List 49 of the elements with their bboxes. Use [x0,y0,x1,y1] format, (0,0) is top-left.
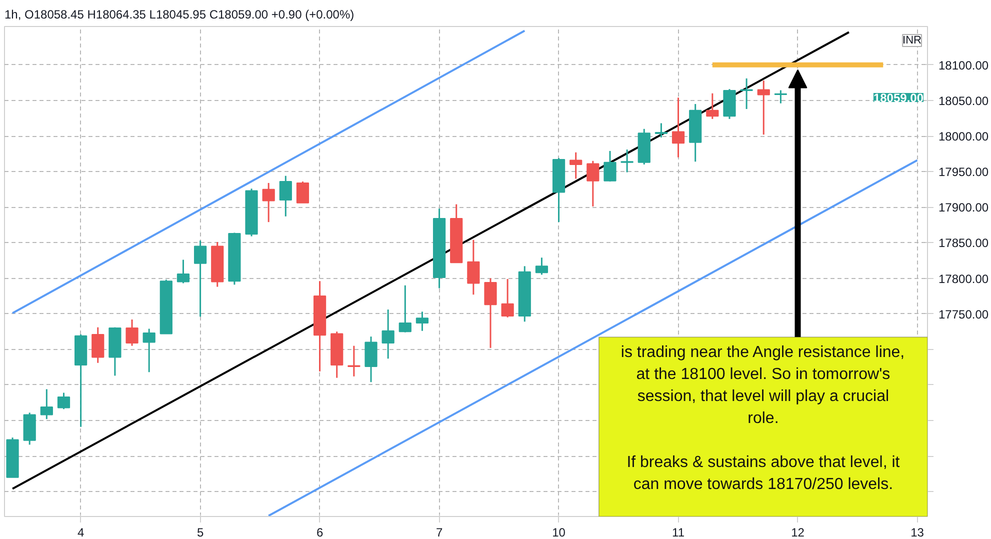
x-tick-label: 5 [196,526,204,539]
y-tick-label: 17950.00 [938,165,989,180]
y-tick-label: 18100.00 [938,58,989,72]
candlestick [570,152,582,180]
candlestick [620,148,634,174]
candlestick [416,310,429,332]
candlestick [757,80,770,136]
x-tick-label: 11 [672,526,685,539]
candlestick [535,256,548,276]
y-tick-label: 17800.00 [938,272,989,286]
y-tick-label: 18000.00 [938,130,989,144]
candlestick [348,345,360,378]
annotation: 18059.00 [873,91,924,106]
candlestick [654,122,668,138]
candlestick [57,392,70,410]
annotation: is trading near the Angle resistance line, at the 18100 level. So in tomorrow's session, that level will play a crucial role. [620,344,905,428]
candlestick [92,326,104,364]
candlestick [501,278,514,318]
candlestick [40,388,53,420]
x-tick-label: 13 [910,526,924,539]
candlestick [484,278,497,349]
candlestick [398,284,412,334]
y-tick-label: 17850.00 [938,236,989,250]
candlestick [604,150,616,182]
candlestick [142,328,156,373]
candlestick [279,175,292,218]
candlestick [296,180,310,204]
x-tick-label: 7 [436,526,443,539]
candlestick [126,318,138,347]
candlestick [740,78,753,110]
chart-title: 1h, O18058.45 H18064.35 L18045.95 C18059.00 +0.90 (+0.00%) [4,8,354,22]
candlestick [382,308,394,360]
y-tick-label: 17750.00 [938,307,989,322]
candlestick [706,92,719,120]
candlestick [262,182,275,223]
candlestick [586,160,600,208]
x-tick-label: 6 [316,526,324,539]
x-tick-label: 12 [791,526,805,539]
candlestick [774,90,787,104]
annotation: If breaks & sustains above that level, it can move towards 18170/250 levels. [626,454,900,494]
x-tick-label: 10 [552,526,566,539]
x-tick-label: 4 [77,526,84,539]
y-tick-label: 18050.00 [938,94,989,108]
candlestick [467,239,480,296]
candlestick [672,96,685,158]
candlestick [176,259,190,284]
candlestick [194,240,207,318]
y-tick-label: 17900.00 [938,200,989,215]
annotation: INR [902,34,922,46]
